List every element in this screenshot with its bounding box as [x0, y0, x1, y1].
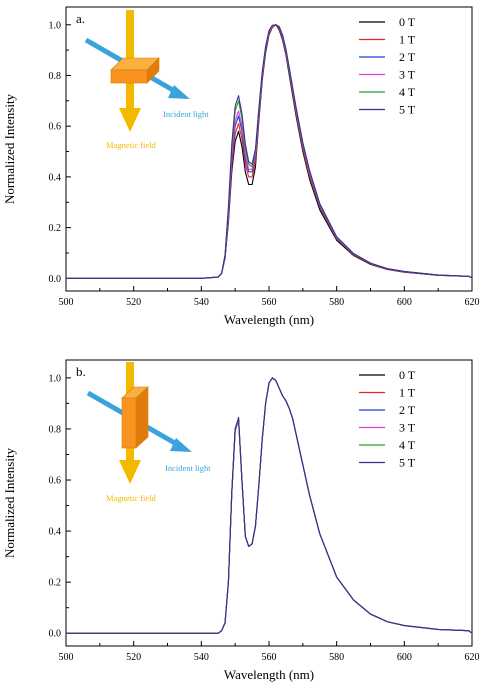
legend-label: 3 T [399, 68, 416, 82]
inset-schematic: Incident light Magnetic field [84, 10, 209, 150]
x-tick-label: 540 [194, 652, 209, 663]
x-tick-label: 580 [329, 297, 344, 308]
y-tick-label: 0.2 [49, 578, 62, 589]
sample-cuboid-side [135, 386, 149, 449]
inset-schematic: Incident light Magnetic field [86, 362, 211, 503]
magnetic-field-arrow-head [119, 108, 141, 132]
series-lines [66, 24, 472, 279]
legend-label: 0 T [399, 15, 416, 29]
sample-cuboid-front [121, 397, 137, 449]
x-tick-label: 620 [465, 297, 480, 308]
x-tick-label: 600 [397, 652, 412, 663]
incident-light-label: Incident light [165, 463, 211, 473]
legend-label: 4 T [399, 438, 416, 452]
incident-light-arrow-head [170, 438, 192, 452]
legend-label: 3 T [399, 421, 416, 435]
x-axis-title: Wavelength (nm) [224, 667, 314, 682]
series-line-5t [66, 377, 472, 634]
legend-label: 1 T [399, 386, 416, 400]
magnetic-field-label: Magnetic field [106, 140, 157, 150]
y-axis-title: Normalized Intensity [2, 447, 17, 558]
x-tick-label: 520 [126, 652, 141, 663]
chart-panel-a: 500 520 540 560 580 600 620 0.0 0.2 0.4 0.6 0.8 1.0 W… [2, 6, 480, 327]
sample-cuboid-front [110, 69, 148, 84]
magnetic-field-arrow-head [119, 460, 141, 484]
chart-panel-b: 500 520 540 560 580 600 620 0.0 0.2 0.4 0.6 0.8 1.0 W… [2, 359, 480, 682]
x-tick-label: 500 [59, 652, 74, 663]
y-tick-label: 0.0 [49, 274, 62, 285]
y-tick-label: 0.6 [49, 476, 62, 487]
y-tick-label: 1.0 [49, 373, 62, 384]
x-tick-label: 500 [59, 297, 74, 308]
magnetic-field-label: Magnetic field [106, 493, 157, 503]
legend-label: 5 T [399, 103, 416, 117]
x-tick-label: 540 [194, 297, 209, 308]
y-axis-title: Normalized Intensity [2, 93, 17, 204]
legend-label: 5 T [399, 456, 416, 470]
x-tick-label: 560 [262, 652, 277, 663]
legend: 0 T 1 T 2 T 3 T 4 T 5 T [359, 15, 416, 117]
y-tick-label: 0.4 [49, 527, 62, 538]
y-tick-label: 0.6 [49, 122, 62, 133]
x-axis-title: Wavelength (nm) [224, 312, 314, 327]
y-tick-label: 0.2 [49, 223, 62, 234]
y-tick-label: 0.8 [49, 71, 62, 82]
series-line-5t [66, 24, 472, 279]
series-lines [66, 377, 472, 634]
x-tick-label: 580 [329, 652, 344, 663]
incident-light-arrow-head [168, 85, 190, 99]
x-tick-label: 520 [126, 297, 141, 308]
legend-label: 0 T [399, 368, 416, 382]
legend-label: 2 T [399, 50, 416, 64]
y-tick-label: 0.4 [49, 172, 62, 183]
x-tick-label: 560 [262, 297, 277, 308]
x-tick-label: 620 [465, 652, 480, 663]
y-tick-label: 1.0 [49, 20, 62, 31]
y-tick-label: 0.8 [49, 424, 62, 435]
panel-label: b. [76, 364, 86, 379]
incident-light-label: Incident light [163, 109, 209, 119]
legend: 0 T 1 T 2 T 3 T 4 T 5 T [359, 368, 416, 470]
panel-label: a. [76, 11, 85, 26]
x-tick-label: 600 [397, 297, 412, 308]
y-tick-label: 0.0 [49, 629, 62, 640]
legend-label: 1 T [399, 33, 416, 47]
legend-label: 4 T [399, 85, 416, 99]
legend-label: 2 T [399, 403, 416, 417]
